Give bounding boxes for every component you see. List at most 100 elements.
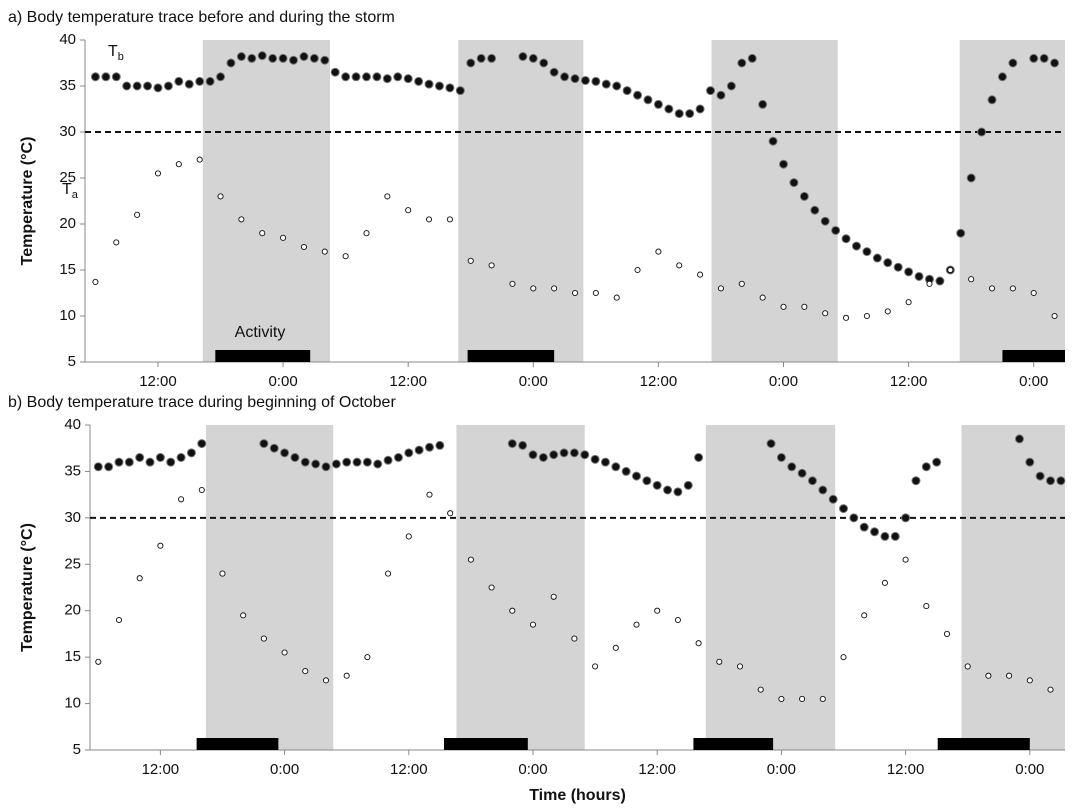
- ta-point: [863, 312, 870, 320]
- ta-point: [551, 285, 558, 292]
- night-band: [202, 40, 330, 362]
- tb-point: [549, 450, 559, 460]
- x-tick-label: 0:00: [767, 761, 796, 778]
- x-tick-label: 0:00: [268, 373, 297, 390]
- ta-point: [926, 280, 933, 287]
- tb-point: [987, 95, 997, 105]
- y-axis-title: Temperature (°C): [19, 137, 36, 266]
- tb-point: [862, 247, 872, 257]
- ta-point: [509, 280, 516, 287]
- ta-point: [1030, 289, 1037, 297]
- series-label-main: T: [62, 181, 72, 198]
- ta-point: [425, 216, 433, 223]
- tb-point: [956, 228, 966, 238]
- x-tick-label: 12:00: [139, 373, 177, 390]
- x-tick-label: 0:00: [1019, 373, 1048, 390]
- tb-point: [1035, 471, 1045, 481]
- ta-point: [757, 686, 764, 693]
- tb-point: [216, 72, 226, 82]
- ta-point: [384, 193, 391, 200]
- panel-title: a) Body temperature trace before and dur…: [8, 9, 395, 26]
- tb-point: [257, 51, 267, 61]
- ta-point: [447, 510, 454, 517]
- tb-point: [580, 450, 590, 460]
- tb-point: [383, 455, 393, 465]
- ta-point: [302, 668, 309, 675]
- tb-point: [787, 462, 797, 472]
- ta-point: [238, 216, 245, 223]
- x-tick-label: 12:00: [389, 373, 427, 390]
- tb-point: [124, 457, 134, 467]
- tb-point: [393, 72, 403, 82]
- tb-point: [205, 76, 215, 86]
- night-band: [205, 425, 334, 750]
- tb-point: [226, 58, 236, 68]
- y-tick-label: 40: [59, 31, 76, 48]
- ta-point: [529, 621, 537, 628]
- ta-point: [364, 654, 371, 661]
- activity-bar: [215, 350, 311, 362]
- tb-point: [476, 53, 486, 63]
- tb-point: [901, 513, 911, 523]
- tb-point: [997, 72, 1007, 82]
- tb-point: [914, 271, 924, 281]
- tb-point: [1029, 53, 1039, 63]
- ta-point: [154, 170, 162, 177]
- ta-point: [654, 607, 661, 614]
- tb-point: [1046, 476, 1056, 486]
- tb-point: [820, 216, 830, 226]
- ta-point: [1051, 312, 1058, 320]
- ta-point: [697, 271, 704, 278]
- ta-point: [861, 612, 868, 619]
- ta-point: [884, 308, 891, 315]
- tb-point: [935, 276, 945, 286]
- ta-point: [943, 630, 951, 637]
- activity-label: Activity: [235, 324, 286, 341]
- y-tick-label: 15: [59, 261, 76, 278]
- tb-point: [487, 53, 497, 63]
- tb-point: [849, 513, 859, 523]
- ta-point: [1009, 285, 1016, 292]
- tb-point: [893, 262, 903, 272]
- ta-point: [1006, 672, 1013, 679]
- tb-point: [569, 448, 579, 458]
- y-tick-label: 20: [59, 215, 76, 232]
- ta-point: [342, 253, 349, 260]
- tb-point: [135, 453, 145, 462]
- panel-title: b) Body temperature trace during beginni…: [8, 394, 396, 411]
- tb-point: [776, 453, 786, 462]
- x-tick-label: 0:00: [270, 761, 299, 778]
- ta-point: [968, 276, 975, 283]
- tb-point: [289, 55, 299, 65]
- tb-point: [1056, 476, 1066, 486]
- ta-point: [840, 654, 847, 661]
- tb-point: [1025, 457, 1035, 467]
- night-band: [959, 40, 1065, 362]
- ta-point: [260, 635, 267, 642]
- tb-point: [341, 72, 351, 82]
- ta-point: [759, 294, 766, 301]
- tb-point: [631, 471, 641, 481]
- activity-bar: [937, 738, 1030, 750]
- x-tick-label: 12:00: [142, 761, 180, 778]
- tb-point: [382, 74, 392, 84]
- tb-point: [977, 127, 987, 137]
- tb-point: [807, 476, 817, 486]
- tb-point: [132, 81, 142, 91]
- ta-point: [467, 556, 474, 563]
- tb-point: [570, 74, 580, 84]
- tb-point: [601, 79, 611, 89]
- tb-point: [424, 442, 434, 452]
- activity-bar: [467, 350, 555, 362]
- ta-point: [905, 299, 912, 306]
- tb-point: [351, 72, 361, 82]
- ta-point: [592, 289, 599, 297]
- ta-point: [134, 211, 141, 218]
- tb-point: [904, 267, 914, 277]
- tb-point: [797, 468, 807, 478]
- tb-point: [789, 178, 799, 188]
- series-label-sub: a: [72, 189, 79, 201]
- ta-point: [923, 603, 930, 610]
- ta-point: [136, 575, 143, 582]
- tb-point: [737, 58, 747, 68]
